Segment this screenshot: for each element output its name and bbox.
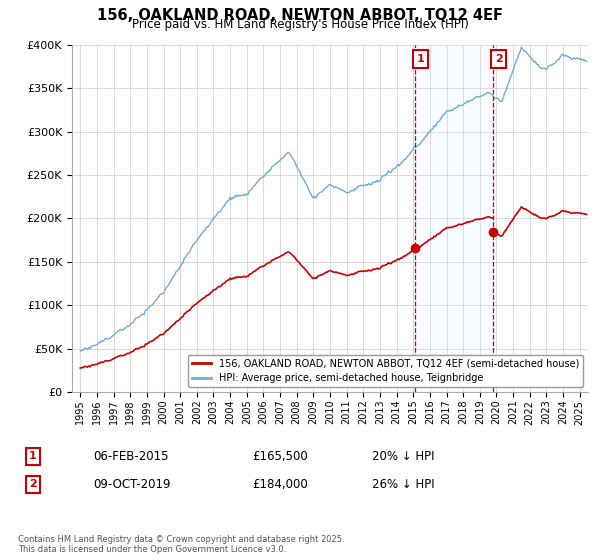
Text: 1: 1 <box>416 54 424 64</box>
Text: £165,500: £165,500 <box>252 450 308 463</box>
Text: Price paid vs. HM Land Registry's House Price Index (HPI): Price paid vs. HM Land Registry's House … <box>131 18 469 31</box>
Legend: 156, OAKLAND ROAD, NEWTON ABBOT, TQ12 4EF (semi-detached house), HPI: Average pr: 156, OAKLAND ROAD, NEWTON ABBOT, TQ12 4E… <box>188 354 583 387</box>
Text: 2: 2 <box>495 54 502 64</box>
Text: 06-FEB-2015: 06-FEB-2015 <box>93 450 169 463</box>
Text: 1: 1 <box>29 451 37 461</box>
Text: 2: 2 <box>29 479 37 489</box>
Text: 09-OCT-2019: 09-OCT-2019 <box>93 478 170 491</box>
Text: Contains HM Land Registry data © Crown copyright and database right 2025.
This d: Contains HM Land Registry data © Crown c… <box>18 535 344 554</box>
Text: 20% ↓ HPI: 20% ↓ HPI <box>372 450 434 463</box>
Text: £184,000: £184,000 <box>252 478 308 491</box>
Text: 156, OAKLAND ROAD, NEWTON ABBOT, TQ12 4EF: 156, OAKLAND ROAD, NEWTON ABBOT, TQ12 4E… <box>97 8 503 24</box>
Bar <box>415 45 493 392</box>
Text: 26% ↓ HPI: 26% ↓ HPI <box>372 478 434 491</box>
